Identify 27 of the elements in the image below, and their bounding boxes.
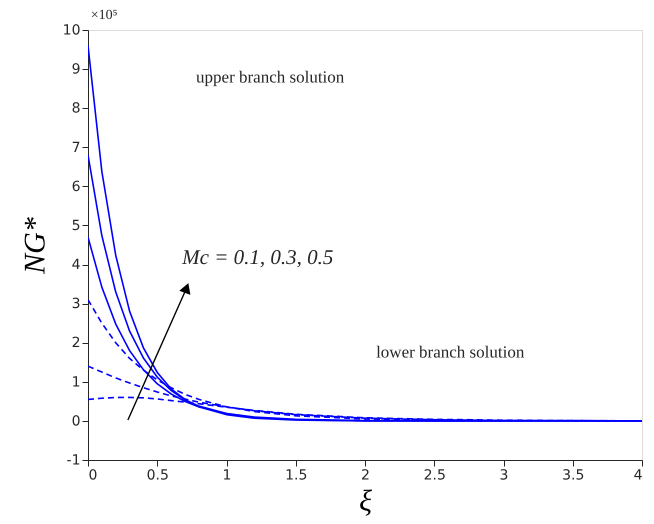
y-tick-label: 9: [72, 62, 80, 78]
y-tick-label: -1: [66, 452, 80, 468]
x-tick-label: 3: [500, 468, 508, 484]
x-tick-label: 0: [88, 468, 98, 484]
y-tick-label: 0: [72, 413, 80, 430]
y-tick-label: 1: [72, 374, 80, 390]
text: ×10⁵: [90, 8, 118, 23]
annotation: upper branch solution: [196, 67, 345, 86]
y-tick-label: 8: [72, 100, 80, 117]
y-tick-label: 7: [72, 140, 80, 156]
annotation: Mc = 0.1, 0.3, 0.5: [181, 244, 334, 269]
y-axis-title: NG*: [18, 217, 52, 275]
x-tick-label: 2.5: [424, 468, 446, 484]
y-tick-label: 2: [72, 335, 80, 352]
y-tick-label: 5: [72, 218, 80, 234]
y-tick-label: 3: [72, 296, 80, 312]
x-tick-label: 2: [361, 468, 370, 484]
x-tick-label: 1.5: [285, 468, 308, 484]
x-tick-label: 3.5: [562, 468, 584, 484]
x-tick-label: 1: [222, 468, 232, 484]
y-tick-label: 6: [72, 178, 81, 195]
y-tick-label: 4: [72, 257, 81, 274]
x-tick-label: 0.5: [146, 468, 169, 484]
x-tick-label: 4: [634, 468, 643, 484]
x-axis-title: ξ: [359, 484, 372, 518]
y-tick-label: 10: [62, 22, 80, 38]
annotation: lower branch solution: [376, 342, 525, 362]
